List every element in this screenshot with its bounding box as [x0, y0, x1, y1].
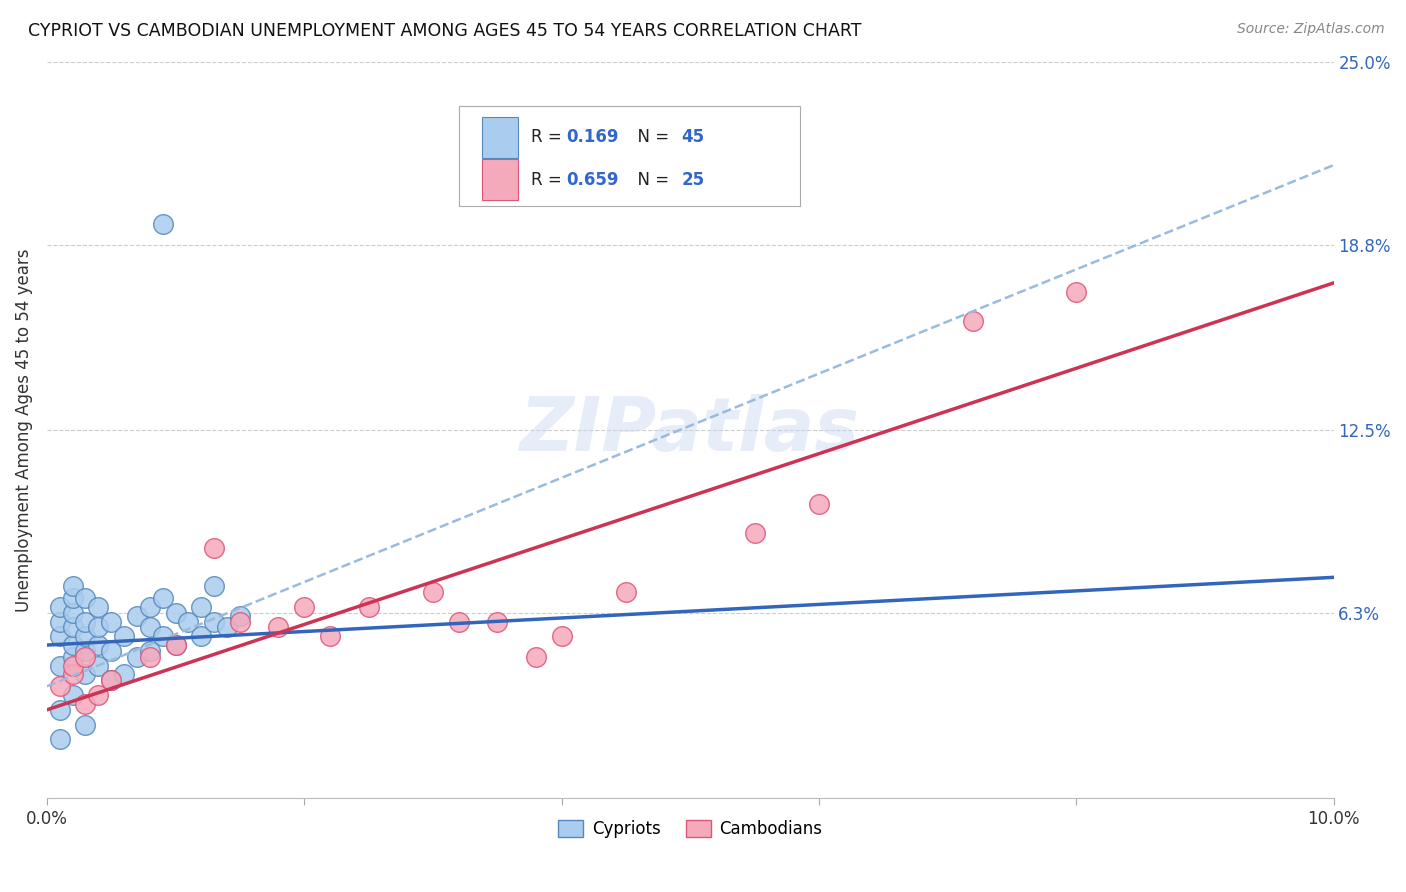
- Point: [87, 688, 110, 702]
- Point: [75, 667, 97, 681]
- Point: [49, 703, 72, 717]
- Point: [75, 615, 97, 629]
- Text: 25: 25: [681, 170, 704, 189]
- Point: [75, 629, 97, 643]
- Point: [139, 644, 162, 658]
- Point: [100, 673, 122, 688]
- Point: [229, 608, 252, 623]
- Point: [62, 688, 84, 702]
- Text: R =: R =: [530, 128, 567, 146]
- Point: [744, 526, 766, 541]
- Point: [62, 606, 84, 620]
- Point: [807, 497, 830, 511]
- Point: [614, 585, 637, 599]
- Point: [49, 679, 72, 693]
- Point: [62, 591, 84, 605]
- Point: [62, 649, 84, 664]
- Point: [62, 620, 84, 634]
- Point: [447, 615, 470, 629]
- Point: [112, 667, 135, 681]
- Point: [87, 658, 110, 673]
- Point: [112, 629, 135, 643]
- Text: 0.169: 0.169: [567, 128, 619, 146]
- Point: [75, 591, 97, 605]
- Point: [49, 732, 72, 747]
- Point: [49, 615, 72, 629]
- Point: [152, 629, 174, 643]
- FancyBboxPatch shape: [458, 106, 800, 206]
- Point: [87, 620, 110, 634]
- Point: [125, 649, 148, 664]
- Point: [215, 620, 238, 634]
- Point: [152, 217, 174, 231]
- Point: [100, 673, 122, 688]
- Point: [75, 649, 97, 664]
- Point: [87, 599, 110, 614]
- Point: [49, 658, 72, 673]
- Point: [357, 599, 380, 614]
- Point: [292, 599, 315, 614]
- Point: [49, 629, 72, 643]
- Point: [165, 638, 187, 652]
- Text: Source: ZipAtlas.com: Source: ZipAtlas.com: [1237, 22, 1385, 37]
- Point: [62, 658, 84, 673]
- FancyBboxPatch shape: [482, 160, 517, 200]
- Text: N =: N =: [627, 128, 675, 146]
- Point: [75, 697, 97, 711]
- Text: 0.659: 0.659: [567, 170, 619, 189]
- Point: [100, 615, 122, 629]
- Point: [75, 644, 97, 658]
- Point: [125, 608, 148, 623]
- Point: [190, 629, 212, 643]
- Point: [87, 638, 110, 652]
- Text: ZIPatlas: ZIPatlas: [520, 393, 860, 467]
- Point: [139, 599, 162, 614]
- Point: [319, 629, 342, 643]
- Point: [139, 620, 162, 634]
- Point: [202, 541, 225, 555]
- Point: [1064, 285, 1087, 299]
- Text: CYPRIOT VS CAMBODIAN UNEMPLOYMENT AMONG AGES 45 TO 54 YEARS CORRELATION CHART: CYPRIOT VS CAMBODIAN UNEMPLOYMENT AMONG …: [28, 22, 862, 40]
- Point: [190, 599, 212, 614]
- Point: [165, 606, 187, 620]
- Text: 45: 45: [681, 128, 704, 146]
- Point: [62, 667, 84, 681]
- Point: [486, 615, 509, 629]
- Point: [422, 585, 444, 599]
- Point: [177, 615, 200, 629]
- Point: [229, 615, 252, 629]
- Point: [62, 638, 84, 652]
- FancyBboxPatch shape: [482, 117, 517, 158]
- Point: [165, 638, 187, 652]
- Point: [62, 579, 84, 593]
- Point: [75, 717, 97, 731]
- Legend: Cypriots, Cambodians: Cypriots, Cambodians: [551, 814, 828, 845]
- Point: [139, 649, 162, 664]
- Point: [267, 620, 290, 634]
- Point: [49, 599, 72, 614]
- Text: N =: N =: [627, 170, 675, 189]
- Point: [100, 644, 122, 658]
- Point: [524, 649, 547, 664]
- Point: [202, 615, 225, 629]
- Y-axis label: Unemployment Among Ages 45 to 54 years: Unemployment Among Ages 45 to 54 years: [15, 248, 32, 612]
- Point: [962, 314, 984, 328]
- Point: [202, 579, 225, 593]
- Point: [550, 629, 572, 643]
- Point: [152, 591, 174, 605]
- Text: R =: R =: [530, 170, 567, 189]
